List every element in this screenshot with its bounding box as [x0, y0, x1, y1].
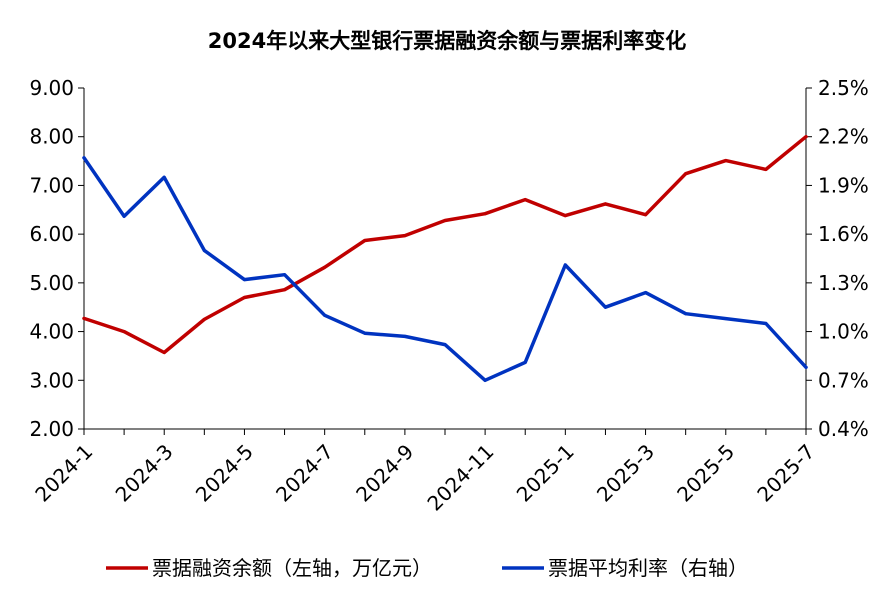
x-tick-label: 2025-1	[512, 439, 579, 506]
balance-point	[323, 265, 327, 269]
chart-title: 2024年以来大型银行票据融资余额与票据利率变化	[208, 29, 686, 53]
right-tick-label: 0.4%	[818, 417, 869, 441]
right-axis-ticks: 0.4% 0.7% 1.0% 1.3% 1.6% 1.9% 2.2% 2.5%	[806, 76, 869, 441]
x-tick-label: 2024-11	[422, 439, 498, 515]
left-tick-label: 2.00	[29, 417, 74, 441]
balance-point	[122, 330, 126, 334]
legend-label-rate: 票据平均利率（右轴）	[548, 556, 748, 580]
rate-point	[122, 214, 126, 218]
balance-point	[283, 288, 287, 292]
x-tick-label: 2024-9	[351, 439, 418, 506]
balance-point	[523, 198, 527, 202]
rate-point	[82, 156, 86, 160]
series-line-rate	[82, 156, 808, 383]
balance-point	[242, 296, 246, 299]
balance-point	[162, 351, 166, 354]
x-tick-label: 2025-5	[672, 439, 739, 506]
balance-point	[363, 239, 367, 242]
balance-point	[403, 234, 407, 238]
right-tick-label: 1.0%	[818, 320, 869, 344]
x-tick-label: 2024-3	[111, 439, 178, 506]
left-tick-label: 8.00	[29, 125, 74, 149]
rate-point	[644, 291, 648, 295]
right-tick-label: 1.9%	[818, 173, 869, 197]
rate-point	[162, 175, 166, 179]
rate-point	[403, 334, 407, 338]
x-tick-label: 2024-5	[191, 439, 258, 506]
balance-point	[804, 135, 808, 139]
legend-label-balance: 票据融资余额（左轴，万亿元）	[152, 556, 432, 580]
rate-point	[724, 317, 728, 321]
rate-point	[764, 322, 768, 325]
rate-point	[563, 263, 567, 267]
rate-point	[603, 305, 607, 309]
left-tick-label: 9.00	[29, 76, 74, 100]
left-tick-label: 7.00	[29, 173, 74, 197]
rate-point	[202, 248, 206, 252]
balance-point	[202, 317, 206, 321]
x-axis-ticks: 2024-1 2024-3 2024-5 2024-7 2024-9 2024-11 202…	[30, 429, 819, 516]
rate-point	[804, 365, 808, 369]
right-tick-label: 2.5%	[818, 76, 869, 100]
right-tick-label: 2.2%	[818, 125, 869, 149]
left-tick-label: 3.00	[29, 368, 74, 392]
rate-point	[443, 343, 447, 347]
balance-point	[764, 167, 768, 171]
series-layer	[82, 134, 808, 383]
rate-point	[363, 331, 367, 335]
right-tick-label: 0.7%	[818, 368, 869, 392]
balance-point	[644, 213, 648, 217]
balance-point	[82, 316, 86, 320]
left-tick-label: 4.00	[29, 320, 74, 344]
rate-point	[523, 360, 527, 364]
left-tick-label: 5.00	[29, 271, 74, 295]
x-tick-label: 2025-3	[592, 439, 659, 506]
balance-point	[563, 214, 567, 218]
right-tick-label: 1.3%	[818, 271, 869, 295]
balance-point	[684, 172, 688, 176]
balance-point	[443, 219, 447, 222]
balance-point	[603, 202, 607, 206]
rate-point	[242, 278, 246, 282]
right-tick-label: 1.6%	[818, 222, 869, 246]
x-tick-label: 2025-7	[752, 439, 819, 506]
rate-point	[283, 273, 287, 277]
left-axis-ticks: 2.00 3.00 4.00 5.00 6.00 7.00 8.00 9.00	[29, 76, 84, 441]
x-tick-label: 2024-7	[271, 439, 338, 506]
balance-point	[483, 212, 487, 216]
balance-point	[724, 159, 728, 163]
x-tick-label: 2024-1	[30, 439, 97, 506]
left-tick-label: 6.00	[29, 222, 74, 246]
legend: 票据融资余额（左轴，万亿元） 票据平均利率（右轴）	[106, 556, 748, 580]
series-line-balance	[82, 134, 808, 355]
rate-point	[684, 312, 688, 316]
rate-point	[483, 378, 487, 382]
rate-point	[323, 313, 327, 317]
